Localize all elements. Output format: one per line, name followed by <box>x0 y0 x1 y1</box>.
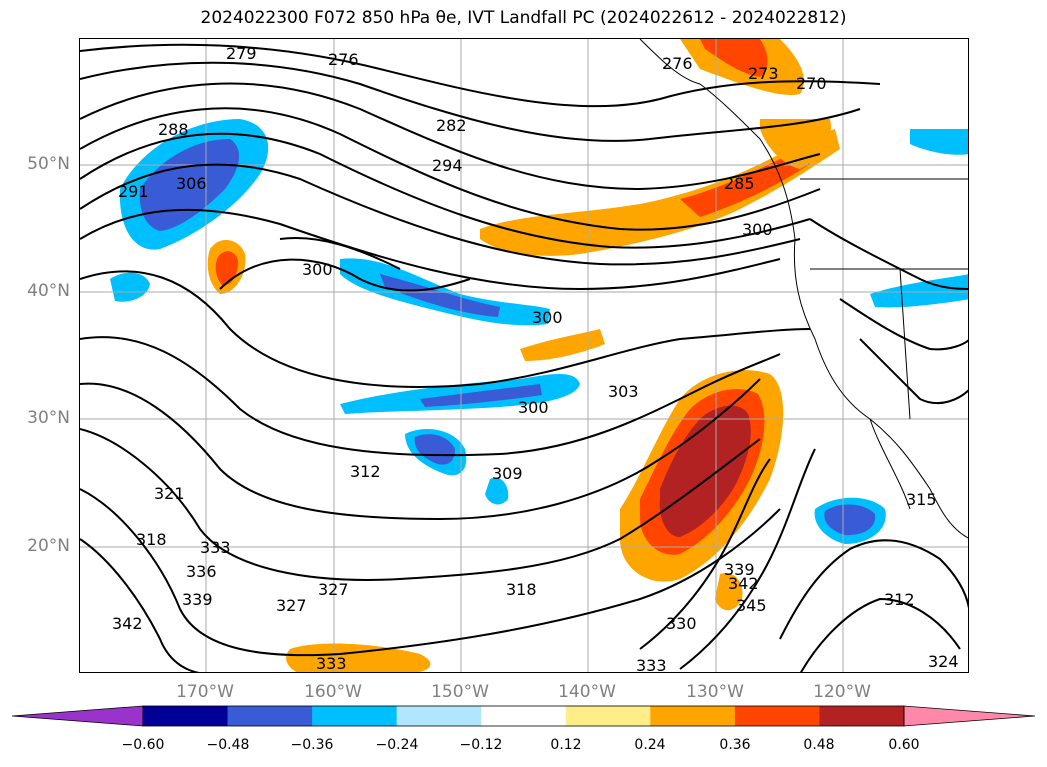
ivt-negative-east-2 <box>870 274 968 308</box>
contour-label: 336 <box>186 562 217 581</box>
ivt-positive-core-max <box>659 405 751 537</box>
contour-label: 333 <box>200 538 231 557</box>
contour-label: 291 <box>118 182 149 201</box>
contour-label: 312 <box>884 590 915 609</box>
colorbar-bin <box>143 706 229 726</box>
colorbar-tick-label: −0.24 <box>375 737 419 753</box>
contour-label: 318 <box>506 580 537 599</box>
colorbar-tick-label: −0.60 <box>121 737 165 753</box>
contour-label: 345 <box>736 596 767 615</box>
ivt-positive-blob-1-inner <box>215 251 238 286</box>
contour-label: 312 <box>350 462 381 481</box>
contour-label: 300 <box>518 398 549 417</box>
contour-label: 330 <box>666 614 697 633</box>
contour-label: 282 <box>436 116 467 135</box>
ivt-positive-blob-3 <box>286 643 431 672</box>
contour-label: 318 <box>136 530 167 549</box>
contour-label: 300 <box>302 260 333 279</box>
colorbar-tick-label: 0.48 <box>803 737 835 753</box>
ivt-positive-blob-2 <box>520 329 605 361</box>
colorbar-bin <box>227 706 313 726</box>
contour-label: 279 <box>226 44 257 63</box>
contour-label: 315 <box>906 490 937 509</box>
colorbar-tick-label: 0.12 <box>550 737 582 753</box>
ivt-negative-west-inner <box>139 139 240 231</box>
contour-label: 303 <box>608 382 639 401</box>
map-plot: 279 276 276 273 270 288 282 291 294 306 … <box>80 39 968 673</box>
ivt-positive-blob-4 <box>715 573 743 611</box>
colorbar-tick-label: 0.60 <box>888 737 920 753</box>
contour-label: 339 <box>724 560 755 579</box>
lon-label-160w: 160°W <box>304 682 362 702</box>
contour-label: 294 <box>432 156 463 175</box>
lat-label-40n: 40°N <box>27 281 70 301</box>
contour-label: 270 <box>796 74 827 93</box>
colorbar-tick-label: 0.24 <box>634 737 666 753</box>
contour-label: 339 <box>182 590 213 609</box>
ivt-negative-blob-2-inner <box>824 504 876 536</box>
contour-label: 324 <box>928 652 959 671</box>
colorbar-tick-label: −0.36 <box>290 737 334 753</box>
contour-label: 306 <box>176 174 207 193</box>
contour-label: 300 <box>532 308 563 327</box>
north-america-coast <box>639 39 968 539</box>
colorbar-tick-label: −0.48 <box>206 737 250 753</box>
contour-label: 276 <box>662 54 693 73</box>
colorbar-under-triangle <box>11 705 144 727</box>
ivt-negative-band-2 <box>340 374 580 414</box>
contour-label: 342 <box>728 574 759 593</box>
ivt-negative-blob-3 <box>110 272 150 302</box>
colorbar-bin <box>312 706 398 726</box>
contour-label: 333 <box>316 654 347 673</box>
colorbar-tick-label: −0.12 <box>459 737 503 753</box>
ivt-positive-band-pnw <box>480 129 840 256</box>
coastlines <box>639 39 968 539</box>
ivt-shading <box>110 39 968 672</box>
theta-e-contours <box>80 43 968 672</box>
contour-label: 285 <box>724 174 755 193</box>
state-borders <box>800 178 968 420</box>
colorbar-bin <box>734 706 820 726</box>
colorbar-bin <box>565 706 651 726</box>
lon-label-120w: 120°W <box>813 682 871 702</box>
lon-label-150w: 150°W <box>431 682 489 702</box>
ivt-negative-band-1-inner <box>380 274 500 317</box>
contour-label: 327 <box>318 580 349 599</box>
lat-label-50n: 50°N <box>27 154 70 174</box>
ivt-negative-blob-1-inner <box>414 434 455 465</box>
map-panel: 279 276 276 273 270 288 282 291 294 306 … <box>79 38 969 673</box>
lon-label-140w: 140°W <box>558 682 616 702</box>
contour-label: 309 <box>492 464 523 483</box>
baja-coast <box>869 418 911 510</box>
colorbar <box>11 705 1036 727</box>
lon-label-130w: 130°W <box>686 682 744 702</box>
chart-title: 2024022300 F072 850 hPa θe, IVT Landfall… <box>200 8 847 28</box>
ivt-negative-blob-4 <box>485 477 509 505</box>
lat-label-30n: 30°N <box>27 408 70 428</box>
ivt-negative-east <box>910 129 968 155</box>
contour-label-group: 279 276 276 273 270 288 282 291 294 306 … <box>112 44 959 673</box>
colorbar-bin <box>481 706 567 726</box>
map-gridlines <box>80 39 968 672</box>
lon-label-170w: 170°W <box>176 682 234 702</box>
colorbar-bin <box>650 706 736 726</box>
contour-label: 342 <box>112 614 143 633</box>
colorbar-bin <box>396 706 482 726</box>
colorbar-over-triangle <box>903 705 1036 727</box>
contour-label: 327 <box>276 596 307 615</box>
colorbar-outline <box>142 705 905 727</box>
ivt-negative-band-2-inner <box>420 384 542 407</box>
contour-label: 288 <box>158 120 189 139</box>
contour-label: 321 <box>154 484 185 503</box>
colorbar-tick-label: 0.36 <box>719 737 751 753</box>
colorbar-bin <box>819 706 905 726</box>
lat-label-20n: 20°N <box>27 536 70 556</box>
ivt-positive-top-inner <box>700 39 768 77</box>
contour-label: 300 <box>742 220 773 239</box>
contour-label: 333 <box>636 656 667 673</box>
contour-label: 276 <box>328 50 359 69</box>
contour-label: 273 <box>748 64 779 83</box>
